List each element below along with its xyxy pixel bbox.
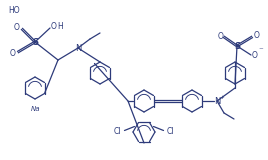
Text: O: O	[252, 51, 258, 60]
Text: N: N	[75, 44, 81, 52]
Text: O: O	[14, 23, 20, 32]
Text: S: S	[234, 41, 240, 51]
Text: +: +	[219, 95, 224, 100]
Text: ⁻: ⁻	[259, 47, 263, 56]
Text: H: H	[57, 21, 63, 31]
Text: HO: HO	[8, 5, 20, 15]
Text: O: O	[218, 32, 224, 40]
Text: Cl: Cl	[167, 127, 174, 136]
Text: Cl: Cl	[114, 127, 121, 136]
Text: Na: Na	[31, 106, 41, 112]
Text: O: O	[10, 48, 16, 57]
Text: O: O	[254, 31, 260, 40]
Text: O: O	[51, 21, 57, 31]
Text: N: N	[214, 96, 220, 105]
Text: S: S	[32, 37, 38, 47]
